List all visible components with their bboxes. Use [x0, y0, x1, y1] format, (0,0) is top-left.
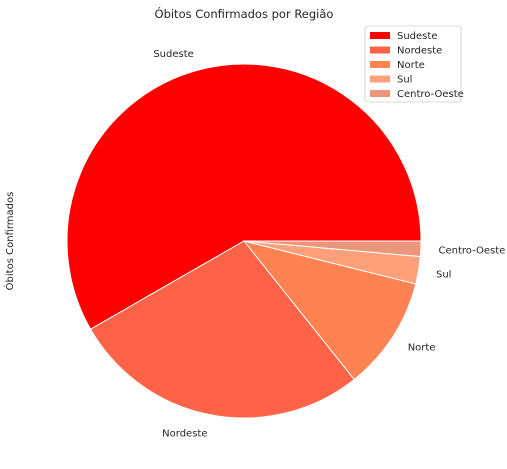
- pie-slice-sudeste: [66, 63, 422, 330]
- legend-label-centro-oeste: Centro-Oeste: [397, 89, 464, 100]
- chart-title: Óbitos Confirmados por Região: [155, 6, 334, 21]
- slice-label-norte: Norte: [408, 342, 436, 353]
- legend-swatch-sul: [370, 75, 390, 83]
- legend-label-nordeste: Nordeste: [397, 46, 442, 57]
- legend-swatch-nordeste: [370, 46, 390, 54]
- legend-label-sul: Sul: [397, 75, 412, 86]
- slice-label-nordeste: Nordeste: [162, 428, 207, 439]
- legend: Sudeste Nordeste Norte Sul Centro-Oeste: [364, 25, 464, 103]
- legend-swatch-sudeste: [370, 32, 390, 39]
- legend-label-norte: Norte: [397, 60, 425, 71]
- legend-swatch-norte: [370, 61, 390, 68]
- legend-frame: [364, 25, 462, 103]
- pie-slices: [66, 63, 422, 419]
- slice-label-centro-oeste: Centro-Oeste: [439, 246, 506, 257]
- legend-label-sudeste: Sudeste: [397, 31, 437, 42]
- slice-label-sul: Sul: [436, 269, 451, 280]
- y-axis-label: Óbitos Confirmados: [3, 192, 16, 291]
- legend-swatch-centro-oeste: [370, 90, 390, 97]
- slice-labels: Sudeste Nordeste Norte Sul Centro-Oeste: [153, 49, 505, 439]
- pie-slice-centro-oeste: [243, 240, 422, 258]
- pie-slice-nordeste: [89, 240, 355, 419]
- slice-label-sudeste: Sudeste: [153, 49, 193, 60]
- pie-slice-norte: [242, 240, 417, 381]
